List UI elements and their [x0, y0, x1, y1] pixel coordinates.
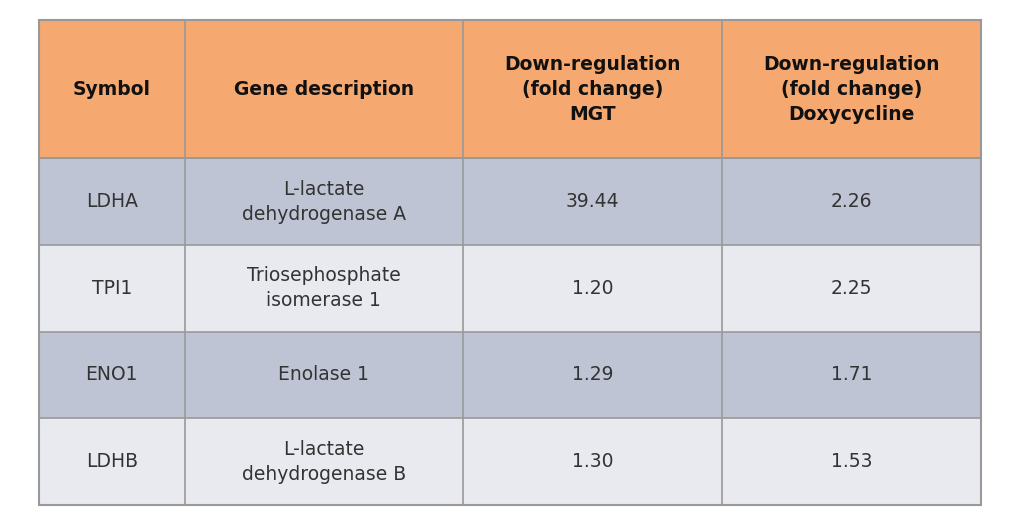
Text: 1.30: 1.30 [572, 452, 612, 471]
Bar [463, 418, 721, 505]
Bar [721, 418, 980, 505]
Text: L-lactate
dehydrogenase A: L-lactate dehydrogenase A [242, 180, 406, 224]
Text: Symbol: Symbol [72, 80, 151, 99]
Text: TPI1: TPI1 [92, 279, 131, 298]
Bar [39, 158, 184, 245]
Bar [39, 332, 184, 418]
Text: Triosephosphate
isomerase 1: Triosephosphate isomerase 1 [247, 266, 400, 310]
Text: LDHA: LDHA [86, 192, 138, 211]
Text: 2.25: 2.25 [830, 279, 871, 298]
Text: ENO1: ENO1 [86, 365, 138, 384]
Text: Down-regulation
(fold change)
MGT: Down-regulation (fold change) MGT [503, 55, 680, 123]
Bar [463, 332, 721, 418]
Bar [184, 158, 463, 245]
Bar [39, 245, 184, 332]
Bar [463, 20, 721, 158]
Text: 39.44: 39.44 [566, 192, 619, 211]
Bar [184, 418, 463, 505]
Text: 1.71: 1.71 [830, 365, 871, 384]
Bar [184, 20, 463, 158]
Bar [39, 20, 184, 158]
Bar [721, 158, 980, 245]
Text: L-lactate
dehydrogenase B: L-lactate dehydrogenase B [242, 440, 406, 484]
Text: 1.29: 1.29 [572, 365, 612, 384]
Text: 1.53: 1.53 [830, 452, 871, 471]
Bar [184, 245, 463, 332]
Bar [721, 245, 980, 332]
Text: 1.20: 1.20 [572, 279, 612, 298]
Text: LDHB: LDHB [86, 452, 138, 471]
Text: Enolase 1: Enolase 1 [278, 365, 369, 384]
Bar [184, 332, 463, 418]
Bar [721, 20, 980, 158]
Text: Down-regulation
(fold change)
Doxycycline: Down-regulation (fold change) Doxycyclin… [762, 55, 938, 123]
Bar [463, 245, 721, 332]
Text: Gene description: Gene description [233, 80, 414, 99]
Text: 2.26: 2.26 [830, 192, 871, 211]
Bar [463, 158, 721, 245]
Bar [721, 332, 980, 418]
Bar [39, 418, 184, 505]
